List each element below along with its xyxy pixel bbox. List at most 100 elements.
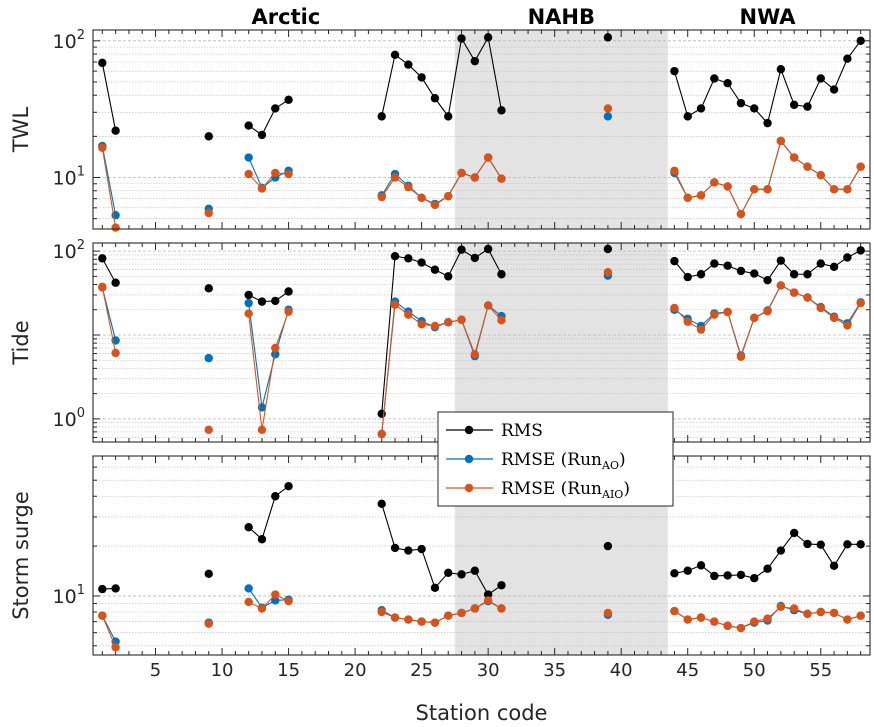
data-point-rms [670,256,679,266]
region-label: NWA [740,5,797,29]
data-point-ao [244,153,253,162]
legend-label: RMSE (RunAIO) [501,479,630,501]
data-point-aio [257,604,267,613]
data-point-rms [417,73,426,82]
data-point-aio [843,321,852,330]
data-point-aio [483,596,493,605]
data-point-aio [683,317,692,326]
data-point-rms [390,543,400,553]
data-point-rms [603,541,613,551]
data-point-aio [204,619,213,628]
x-tick-label: 10 [211,660,234,681]
data-point-aio [98,143,107,152]
data-point-aio [244,309,253,318]
data-point-rms [444,112,453,121]
x-tick-label: 50 [743,660,766,681]
data-point-rms [257,297,267,306]
data-point-aio [763,614,772,623]
data-point-rms [483,244,493,254]
data-point-rms [377,499,386,509]
data-point-rms [803,539,812,549]
data-point-rms [430,265,440,274]
data-point-aio [244,597,253,607]
data-point-aio [696,191,706,200]
data-point-rms [271,104,280,113]
data-point-rms [750,104,759,113]
data-point-rms [763,118,772,128]
panel-tide: 100 102 Tide [9,238,871,443]
data-point-aio [603,608,613,618]
data-point-aio [803,162,812,171]
data-point-rms [257,130,267,140]
x-tick-label: 30 [477,660,500,681]
data-point-aio [856,298,865,308]
x-tick-label: 40 [610,660,633,681]
data-point-aio [829,608,839,618]
data-point-aio [736,623,746,633]
data-point-rms [444,272,453,281]
data-point-rms [816,540,825,549]
data-point-aio [390,613,400,622]
data-point-aio [284,596,293,606]
data-point-aio [271,590,280,599]
data-point-rms [204,569,213,579]
data-point-rms [404,254,413,263]
data-point-aio [603,104,613,113]
data-point-rms [111,126,120,135]
data-point-aio [457,168,466,178]
data-point-aio [736,352,746,361]
data-point-aio [390,300,400,309]
data-point-rms [750,573,759,583]
data-point-rms [803,270,812,279]
data-point-aio [683,193,692,203]
data-point-aio [723,182,732,191]
series-line-ao [248,157,289,189]
series-line-aio [248,172,289,190]
series-aio [98,104,865,232]
data-point-aio [284,307,293,316]
data-point-rms [98,58,107,68]
legend-marker [464,425,474,435]
data-point-rms [723,261,732,270]
data-point-aio [204,208,213,218]
series-rms [98,481,865,599]
data-point-rms [390,252,400,261]
data-point-rms [683,272,692,282]
data-point-rms [856,246,865,255]
y-axis-label: Storm surge [9,491,33,620]
data-point-aio [470,604,480,613]
legend: RMS RMSE (RunAO) RMSE (RunAIO) [437,411,674,507]
data-point-aio [457,608,466,618]
data-point-aio [257,184,267,193]
data-point-rms [470,56,480,66]
data-point-rms [271,492,280,501]
data-point-rms [736,98,746,108]
series-line-ao [248,588,289,609]
panels: 101 102 TWL 100 102 Tide 101 Storm surge [9,28,871,656]
data-point-rms [710,259,719,268]
data-point-aio [803,293,812,302]
legend-label: RMS [501,421,543,441]
data-point-rms [377,112,386,121]
data-point-ao [603,112,613,121]
data-point-rms [417,258,426,267]
data-point-rms [457,570,466,579]
data-point-aio [271,343,280,353]
data-point-rms [204,284,213,293]
data-point-aio [257,425,267,435]
data-point-aio [750,617,759,626]
legend-marker [464,454,474,464]
data-point-aio [750,313,759,323]
series-line-rms [381,248,502,414]
data-point-rms [750,269,759,278]
data-point-rms [244,290,253,300]
region-label: NAHB [528,5,595,29]
data-point-aio [696,325,706,334]
data-point-aio [763,185,772,194]
data-point-aio [111,348,120,358]
data-point-aio [789,153,799,162]
data-point-rms [710,74,719,83]
data-point-aio [417,617,426,626]
y-tick-label: 100 [53,406,85,431]
